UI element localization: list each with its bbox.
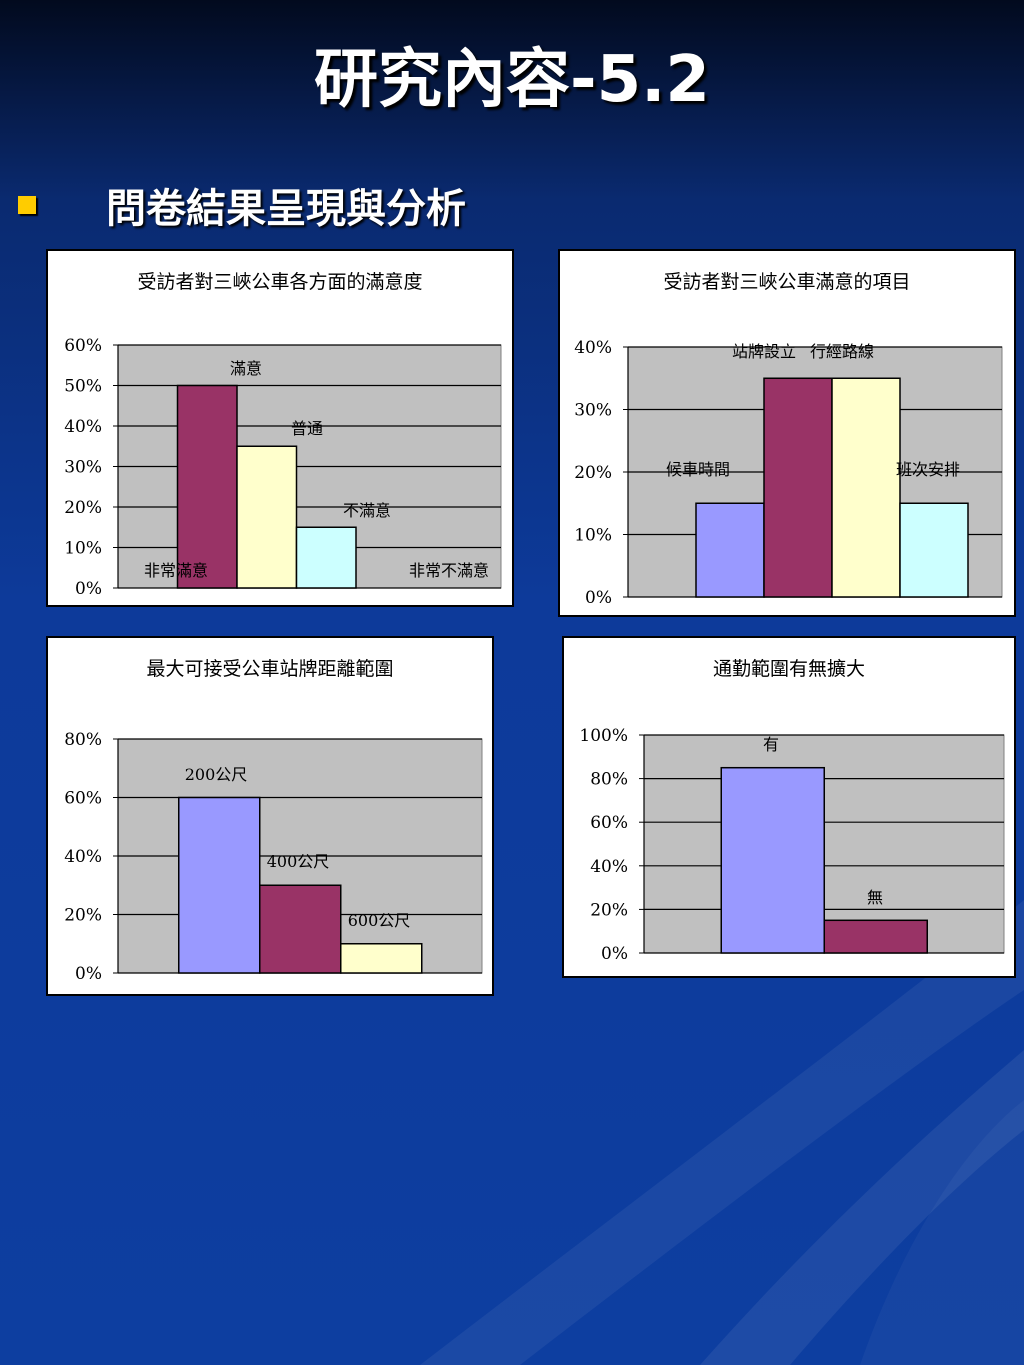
data-label: 普通 [291, 419, 323, 438]
y-tick-label: 60% [590, 813, 628, 833]
data-label: 400公尺 [267, 852, 330, 871]
data-label: 行經路線 [810, 342, 874, 361]
y-tick-label: 40% [574, 338, 612, 358]
bar [295, 526, 357, 589]
chart-stop-distance: 0% 20% 40% 60% 80% 200公尺 400公尺 600公尺 [64, 730, 483, 984]
y-tick-label: 60% [64, 789, 102, 809]
y-tick-label: 0% [75, 964, 102, 984]
y-tick-label: 40% [590, 857, 628, 877]
y-tick-label: 0% [75, 579, 102, 599]
chart-panel-satisfaction: 受訪者對三峽公車各方面的滿意度 0% 10% 20% 30% 40% 50% 60% 非常滿意… [46, 249, 514, 607]
chart-panel-commute-range: 通勤範圍有無擴大 0% 20% 40% 60% 80% 100% 有無 [562, 636, 1016, 978]
y-tick-label: 10% [574, 526, 612, 546]
bar [695, 502, 765, 598]
y-tick-label: 0% [601, 944, 628, 964]
data-label: 200公尺 [185, 765, 248, 784]
chart-commute-range: 0% 20% 40% 60% 80% 100% 有無 [579, 726, 1005, 964]
bar [899, 502, 969, 598]
bar [831, 377, 901, 598]
chart-panel-satisfied-items: 受訪者對三峽公車滿意的項目 0% 10% 20% 30% 40% 候車時間 站牌設立 行經路線… [558, 249, 1016, 617]
y-tick-label: 20% [64, 906, 102, 926]
bullet-text: 問卷結果呈現與分析 [106, 186, 466, 232]
data-label: 候車時間 [666, 460, 730, 479]
y-tick-label: 50% [64, 377, 102, 397]
data-label: 站牌設立 [732, 342, 796, 361]
chart-title: 最大可接受公車站牌距離範圍 [146, 658, 394, 680]
bar [236, 445, 298, 589]
y-tick-label: 0% [585, 588, 612, 608]
data-label: 班次安排 [896, 460, 960, 479]
chart-title: 受訪者對三峽公車滿意的項目 [663, 271, 911, 293]
y-tick-label: 20% [574, 463, 612, 483]
bar [823, 919, 928, 954]
y-tick-label: 20% [64, 498, 102, 518]
y-tick-label: 100% [579, 726, 628, 746]
slide-title: 研究內容-5.2 [314, 43, 710, 117]
data-label: 非常不滿意 [409, 561, 489, 580]
y-tick-label: 20% [590, 900, 628, 920]
bullet-square-icon [18, 196, 36, 214]
data-label: 600公尺 [348, 911, 411, 930]
data-label: 不滿意 [343, 501, 391, 520]
y-tick-label: 30% [64, 458, 102, 478]
y-tick-label: 10% [64, 539, 102, 559]
bar [176, 384, 238, 589]
bar [763, 377, 833, 598]
bar [340, 943, 423, 974]
y-tick-label: 40% [64, 417, 102, 437]
y-tick-label: 30% [574, 401, 612, 421]
data-label: 有 [763, 735, 779, 754]
chart-title: 受訪者對三峽公車各方面的滿意度 [137, 271, 423, 293]
data-label: 無 [867, 888, 883, 907]
bar [720, 766, 825, 954]
bar [178, 796, 261, 974]
y-tick-label: 40% [64, 847, 102, 867]
data-label: 非常滿意 [144, 561, 208, 580]
chart-title: 通勤範圍有無擴大 [712, 658, 865, 680]
bar [259, 884, 342, 974]
y-tick-label: 80% [590, 770, 628, 790]
y-tick-label: 60% [64, 336, 102, 356]
chart-panel-stop-distance: 最大可接受公車站牌距離範圍 0% 20% 40% 60% 80% 200公尺 400公尺 60… [46, 636, 494, 996]
y-tick-label: 80% [64, 730, 102, 750]
data-label: 滿意 [230, 359, 262, 378]
